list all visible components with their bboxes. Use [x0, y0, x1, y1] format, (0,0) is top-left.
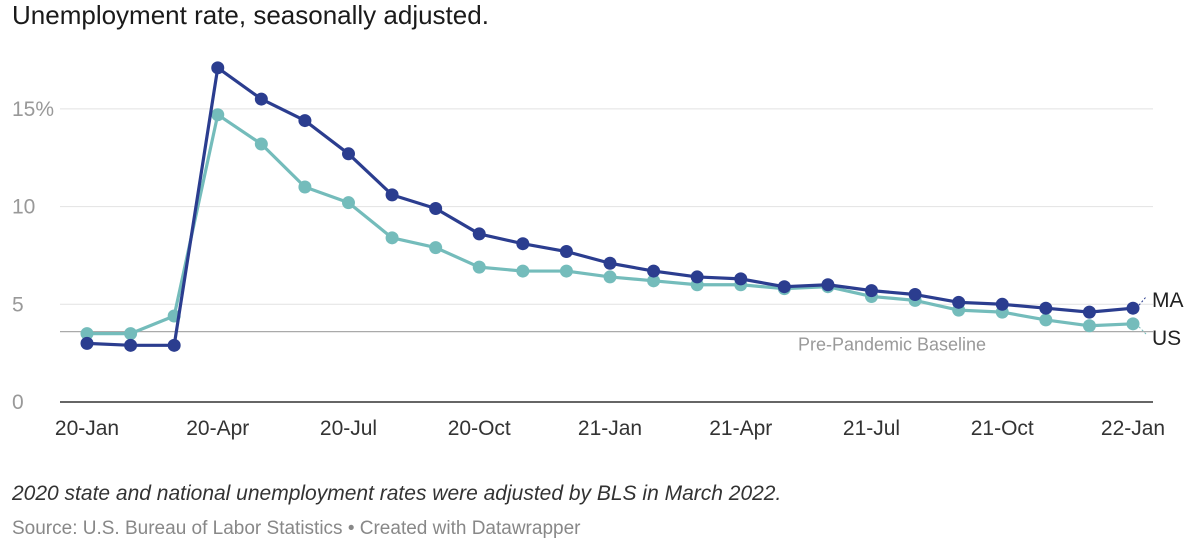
data-point-ma: [1039, 301, 1053, 315]
data-point-ma: [865, 284, 878, 298]
data-point-ma: [821, 278, 835, 292]
data-point-ma: [124, 338, 138, 352]
data-point-us: [298, 180, 312, 194]
data-point-ma: [516, 237, 530, 251]
x-tick-label: 21-Oct: [971, 417, 1034, 440]
x-tick-label: 21-Apr: [709, 417, 772, 440]
data-point-us: [211, 108, 225, 122]
data-point-us: [429, 241, 443, 255]
data-point-us: [124, 327, 138, 341]
x-tick-label: 22-Jan: [1101, 417, 1165, 440]
data-point-us: [342, 196, 355, 210]
data-point-ma: [385, 188, 399, 202]
data-point-ma: [342, 147, 355, 161]
data-point-us: [80, 327, 94, 341]
data-point-ma: [472, 227, 486, 241]
x-tick-label: 20-Jan: [55, 417, 119, 440]
data-point-ma: [80, 336, 94, 350]
y-tick-label: 15%: [12, 98, 54, 121]
chart-title: Unemployment rate, seasonally adjusted.: [12, 0, 489, 30]
data-point-ma: [647, 264, 661, 278]
series-labels: MA US: [1138, 289, 1184, 350]
x-axis-ticks: 20-Jan 20-Apr 20-Jul 20-Oct 21-Jan 21-Apr 21-J…: [55, 417, 1165, 440]
series-label-us: US: [1152, 327, 1181, 350]
label-connector-ma: [1138, 296, 1147, 306]
data-point-us: [1126, 317, 1140, 331]
baseline-label: Pre-Pandemic Baseline: [798, 335, 986, 355]
data-point-ma: [211, 61, 225, 75]
x-tick-label: 21-Jul: [843, 417, 900, 440]
data-point-ma: [1082, 305, 1096, 319]
data-point-ma: [734, 272, 748, 286]
label-connector-us: [1138, 326, 1147, 335]
data-point-ma: [908, 288, 922, 302]
x-tick-label: 21-Jan: [578, 417, 642, 440]
data-point-us: [559, 264, 573, 278]
y-axis-ticks: 0 5 10 15%: [12, 98, 54, 414]
series-label-ma: MA: [1152, 289, 1184, 312]
x-tick-label: 20-Apr: [186, 417, 249, 440]
data-point-ma: [603, 256, 617, 270]
data-point-us: [1039, 313, 1053, 327]
x-tick-label: 20-Oct: [448, 417, 511, 440]
y-tick-label: 5: [12, 293, 24, 316]
data-point-ma: [298, 114, 312, 128]
data-point-us: [647, 274, 661, 288]
data-point-us: [1082, 319, 1096, 333]
data-point-ma: [690, 270, 704, 284]
baseline-group: Pre-Pandemic Baseline: [60, 330, 1153, 355]
chart-source: Source: U.S. Bureau of Labor Statistics …: [12, 518, 581, 539]
y-tick-label: 0: [12, 391, 24, 414]
data-point-ma: [429, 202, 443, 216]
data-point-ma: [777, 280, 791, 294]
chart-note: 2020 state and national unemployment rat…: [12, 482, 782, 505]
series-line-us: [87, 113, 1134, 336]
data-point-us: [472, 260, 486, 274]
data-point-ma: [952, 295, 966, 309]
data-point-us: [385, 231, 399, 245]
data-point-ma: [995, 297, 1009, 311]
data-point-ma: [559, 245, 573, 259]
data-point-us: [603, 270, 617, 284]
data-point-ma: [1126, 301, 1140, 315]
data-point-us: [254, 137, 268, 151]
data-point-ma: [254, 92, 268, 106]
x-tick-label: 20-Jul: [320, 417, 377, 440]
line-chart: 0 5 10 15% 20-Jan 20-Apr 20-Jul 20-Oct 21-Jan 21…: [12, 61, 1184, 440]
data-point-ma: [167, 338, 181, 352]
series-lines: [80, 61, 1140, 352]
y-tick-label: 10: [12, 196, 35, 219]
gridlines: [60, 108, 1153, 403]
data-point-us: [516, 264, 530, 278]
